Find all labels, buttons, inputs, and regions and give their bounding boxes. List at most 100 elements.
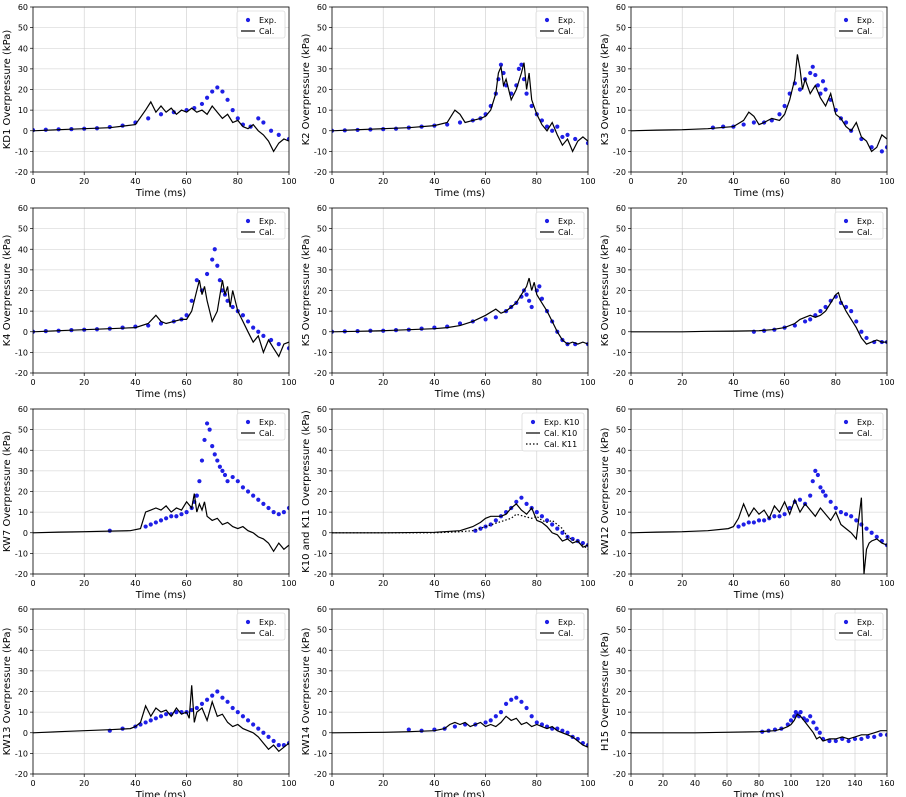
data-point [762,518,767,523]
data-point [199,458,205,463]
y-tick-label: 10 [616,106,626,115]
y-tick-label: 40 [616,245,626,254]
y-tick-label: 60 [317,204,327,213]
chart-panel-1: 0 20 40 60 80 100 -20 -10 0 10 20 30 40 50 60 Time (ms)… [2,3,297,199]
legend: Exp. Cal. [834,211,884,240]
data-point [539,296,545,301]
data-point [823,493,828,498]
data-point [811,720,816,725]
x-tick-label: 20 [79,579,89,588]
data-point [797,87,803,92]
x-axis-label: Time (ms) [733,590,785,601]
y-axis-label: K6 Overpressure (kPa) [600,234,611,346]
data-point [833,505,838,511]
data-point [810,479,815,484]
x-tick-label: 160 [879,779,894,788]
x-tick-label: 40 [130,177,140,186]
chart-panel-5: 0 20 40 60 80 100 -20 -10 0 10 20 30 40 50 60 Time (ms)… [301,204,596,400]
legend-entry: Exp. [857,217,874,226]
data-point [215,458,220,463]
data-point [164,712,169,717]
x-tick-label: 60 [780,579,790,588]
series-line [332,62,588,153]
data-point [153,520,158,525]
data-point [261,333,266,338]
series-line [33,493,289,553]
legend-marker [544,218,550,224]
x-tick-label: 60 [182,177,192,186]
x-tick-label: 20 [677,177,687,186]
legend: Exp. K10 Cal. K10 Cal. K11 [521,412,585,452]
legend: Exp. Cal. [535,612,585,641]
chart-panel-2: 0 20 40 60 80 100 -20 -10 0 10 20 30 40 50 60 Time (ms)… [301,3,596,199]
x-tick-label: 100 [879,579,894,588]
legend-entry: Cal. [259,27,274,36]
data-point [245,319,251,324]
legend-entry: Cal. [259,629,274,638]
y-tick-label: 0 [23,529,28,538]
legend-marker [245,619,251,625]
data-point [849,309,854,314]
plot-frame [32,207,290,374]
data-point [406,727,411,732]
chart-panel-3: 0 20 40 60 80 100 -20 -10 0 10 20 30 40 50 60 Time (ms)… [600,3,895,199]
data-point [818,485,823,490]
y-tick-label: 50 [317,225,327,234]
x-tick-label: 120 [815,779,830,788]
legend-entry: Exp. [259,217,276,226]
data-point [550,522,555,527]
y-tick-label: -20 [15,369,28,378]
legend-entry: Cal. [558,27,573,36]
data-point [281,510,286,515]
data-point [854,319,859,324]
series-line [33,685,289,753]
y-tick-label: 60 [616,405,626,414]
data-point [204,95,210,100]
y-tick-label: 30 [317,266,327,275]
data-point [220,468,225,473]
data-point [148,718,153,723]
x-tick-label: 60 [481,579,491,588]
data-point [215,689,220,694]
x-tick-label: 40 [130,779,140,788]
legend-entry: Exp. [558,217,575,226]
y-tick-label: 40 [18,646,28,655]
y-tick-label: 10 [18,307,28,316]
plot-area [33,685,289,753]
x-tick-label: 40 [130,579,140,588]
data-point [838,510,844,515]
legend-entry: Cal. K11 [544,440,577,449]
x-tick-label: 0 [30,579,35,588]
y-tick-label: 10 [317,307,327,316]
y-tick-label: 20 [18,488,28,497]
legend-entry: Cal. [857,629,872,638]
chart-panel-12: 0 20 40 60 80 100 120 140 160 -20 -10 0 10 20 30 40 50 60… [600,605,895,797]
y-tick-label: 20 [317,488,327,497]
y-axis-label: K4 Overpressure (kPa) [2,234,13,346]
data-point [251,493,256,498]
data-point [271,738,276,744]
y-tick-label: 0 [621,729,626,738]
y-tick-label: 30 [18,667,28,676]
x-tick-label: 20 [79,378,89,387]
data-point [194,278,199,283]
legend-entry: Cal. K10 [544,429,577,438]
y-tick-label: -10 [314,147,327,156]
series-line [332,277,588,345]
data-point [534,510,539,515]
x-tick-label: 80 [532,378,542,387]
x-tick-label: 80 [233,779,243,788]
data-point [808,70,813,76]
y-tick-label: -10 [613,348,626,357]
plot-area [33,85,289,153]
y-tick-label: 50 [616,426,626,435]
data-point [498,62,504,67]
data-point [276,512,281,517]
data-point [529,304,534,310]
data-point [884,145,887,150]
y-tick-label: 0 [621,328,626,337]
x-axis-label: Time (ms) [434,590,486,601]
x-axis-label: Time (ms) [135,389,187,400]
data-point [217,278,222,283]
data-point [813,468,818,473]
